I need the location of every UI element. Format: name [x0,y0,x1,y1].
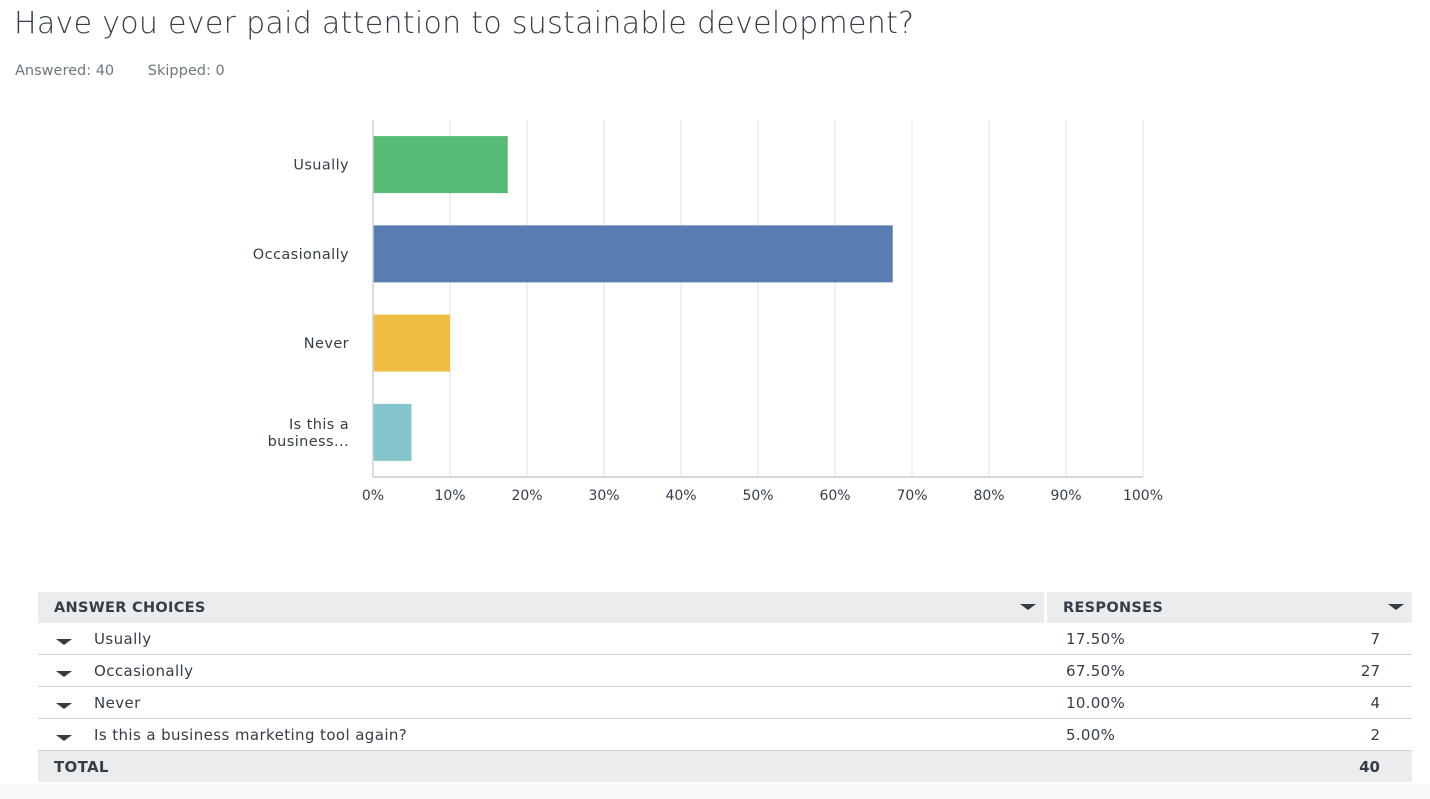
table-row: Is this a business marketing tool again?… [38,719,1412,751]
caret-down-icon[interactable] [1020,604,1036,610]
bars [373,136,893,461]
response-count: 4 [1370,693,1380,712]
response-count: 7 [1370,629,1380,648]
table-header: ANSWER CHOICES RESPONSES [38,592,1412,623]
category-label-line: Is this a [289,417,349,433]
total-row: TOTAL 40 [38,751,1412,782]
skipped-count: Skipped: 0 [147,63,225,79]
x-tick-label: 50% [742,488,773,504]
x-tick-label: 30% [588,488,619,504]
x-tick-label: 0% [362,488,384,504]
response-count: 27 [1360,661,1380,680]
page-footer-band [0,784,1430,799]
bar[interactable] [373,403,412,461]
bar[interactable] [373,136,508,194]
caret-down-icon[interactable] [56,734,72,741]
caret-down-icon[interactable] [56,702,72,709]
caret-down-icon[interactable] [1388,604,1404,610]
total-count: 40 [1359,757,1380,776]
table-row: Never 10.00% 4 [38,687,1412,719]
answer-choice: Never [94,693,141,712]
x-tick-label: 80% [973,488,1004,504]
x-tick-label: 60% [819,488,850,504]
category-label: Occasionally [253,247,349,263]
responses-label: RESPONSES [1063,599,1164,616]
response-percent: 10.00% [1066,693,1125,712]
response-percent: 5.00% [1066,725,1116,744]
responses-header[interactable]: RESPONSES [1047,592,1412,623]
answer-choice: Occasionally [94,661,194,680]
axes [372,120,1143,478]
category-label-line: business... [268,434,349,450]
answer-choices-header[interactable]: ANSWER CHOICES [38,592,1047,623]
x-tick-label: 40% [665,488,696,504]
answer-choice: Is this a business marketing tool again? [94,725,408,744]
response-percent: 67.50% [1066,661,1125,680]
answered-count: Answered: 40 [15,63,115,79]
x-tick-label: 10% [434,488,465,504]
bar-chart: Usually Occasionally Never Is this a busines… [253,120,1163,504]
x-tick-label: 20% [511,488,542,504]
response-percent: 17.50% [1066,629,1125,648]
response-count: 2 [1370,725,1380,744]
x-tick-label: 90% [1050,488,1081,504]
x-tick-label: 100% [1123,488,1163,504]
category-label: Usually [293,158,349,174]
x-tick-labels: 0% 10% 20% 30% 40% 50% 60% 70% 80% 90% 100% [362,488,1163,504]
answer-choice: Usually [94,629,152,648]
caret-down-icon[interactable] [56,638,72,645]
x-tick-label: 70% [896,488,927,504]
total-label: TOTAL [54,757,109,776]
category-labels: Usually Occasionally Never Is this a busines… [253,158,349,450]
category-label-line: Occasionally [253,247,349,263]
question-title: Have you ever paid attention to sustaina… [14,6,915,41]
table-row: Occasionally 67.50% 27 [38,655,1412,687]
answer-choices-label: ANSWER CHOICES [54,599,206,616]
caret-down-icon[interactable] [56,670,72,677]
table-row: Usually 17.50% 7 [38,623,1412,655]
bar[interactable] [373,225,893,283]
category-label: Is this a business... [268,417,349,450]
response-stats: Answered: 40 Skipped: 0 [15,63,254,79]
bar[interactable] [373,314,450,372]
category-label-line: Never [304,336,349,352]
answer-table: ANSWER CHOICES RESPONSES Usually 17.50% 7 O… [38,592,1412,782]
gridlines [449,120,1144,477]
category-label: Never [304,336,349,352]
category-label-line: Usually [293,158,349,174]
